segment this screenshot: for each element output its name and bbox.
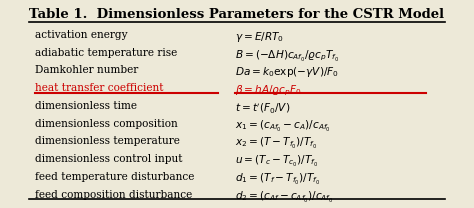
Text: $x_1 = (c_{Af_0} - c_A)/c_{Af_0}$: $x_1 = (c_{Af_0} - c_A)/c_{Af_0}$ (235, 119, 330, 134)
Text: adiabatic temperature rise: adiabatic temperature rise (35, 48, 177, 58)
Text: dimensionless control input: dimensionless control input (35, 154, 182, 164)
Text: $x_2 = (T - T_{f_0})/T_{f_0}$: $x_2 = (T - T_{f_0})/T_{f_0}$ (235, 136, 317, 151)
Text: Table 1.  Dimensionless Parameters for the CSTR Model: Table 1. Dimensionless Parameters for th… (29, 8, 445, 21)
Text: $u = (T_c - T_{c_0})/T_{f_0}$: $u = (T_c - T_{c_0})/T_{f_0}$ (235, 154, 318, 169)
Text: feed temperature disturbance: feed temperature disturbance (35, 172, 195, 182)
Text: $\beta = hA/\varrho c_p F_0$: $\beta = hA/\varrho c_p F_0$ (235, 83, 301, 98)
Text: heat transfer coefficient: heat transfer coefficient (35, 83, 164, 93)
Text: feed composition disturbance: feed composition disturbance (35, 190, 192, 200)
Text: dimensionless composition: dimensionless composition (35, 119, 178, 129)
Text: $\gamma = E/RT_0$: $\gamma = E/RT_0$ (235, 30, 284, 44)
Text: $Da = k_0 \exp(-\gamma V)/F_0$: $Da = k_0 \exp(-\gamma V)/F_0$ (235, 66, 339, 79)
Text: $d_2 = (c_{Af} - c_{Af_0})/c_{Af_0}$: $d_2 = (c_{Af} - c_{Af_0})/c_{Af_0}$ (235, 190, 333, 205)
Text: dimensionless time: dimensionless time (35, 101, 137, 111)
Text: $d_1 = (T_f - T_{f_0})/T_{f_0}$: $d_1 = (T_f - T_{f_0})/T_{f_0}$ (235, 172, 320, 187)
Text: dimensionless temperature: dimensionless temperature (35, 136, 180, 146)
Text: $t = t^{\prime}(F_0/V)$: $t = t^{\prime}(F_0/V)$ (235, 101, 290, 115)
Text: activation energy: activation energy (35, 30, 128, 40)
Text: $B = (-\Delta H)c_{Af_0}/\varrho c_p T_{f_0}$: $B = (-\Delta H)c_{Af_0}/\varrho c_p T_{… (235, 48, 339, 63)
Text: Damkohler number: Damkohler number (35, 66, 138, 76)
